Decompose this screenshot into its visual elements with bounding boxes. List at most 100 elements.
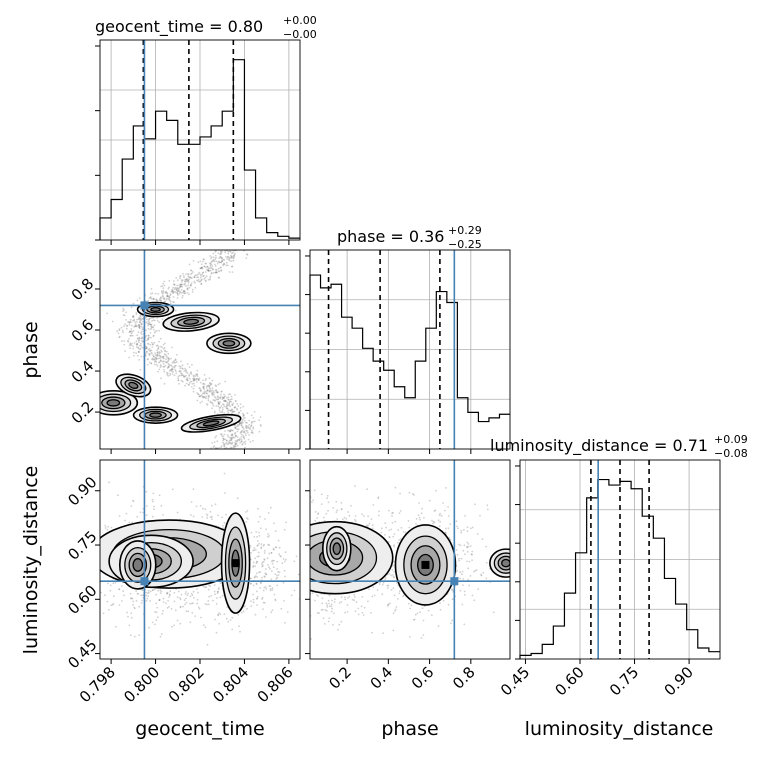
x-tick-label: 0.90	[661, 663, 697, 699]
scatter-point	[147, 320, 150, 323]
scatter-point	[292, 610, 294, 612]
scatter-point	[220, 251, 222, 254]
scatter-point	[392, 544, 395, 546]
scatter-point	[190, 386, 193, 388]
scatter-point	[152, 335, 155, 337]
scatter-point	[268, 552, 271, 555]
scatter-point	[290, 594, 293, 597]
scatter-point	[106, 312, 108, 315]
scatter-point	[217, 398, 219, 401]
scatter-point	[216, 590, 219, 593]
scatter-point	[227, 396, 230, 398]
scatter-point	[165, 350, 168, 353]
scatter-point	[288, 566, 290, 568]
scatter-point	[442, 502, 444, 504]
scatter-point	[234, 440, 237, 442]
scatter-point	[292, 627, 294, 629]
scatter-point	[175, 287, 178, 290]
scatter-point	[138, 339, 141, 341]
scatter-point	[253, 576, 256, 578]
scatter-point	[265, 568, 267, 570]
scatter-point	[272, 539, 274, 541]
scatter-point	[156, 317, 159, 319]
scatter-point	[449, 523, 452, 525]
scatter-point	[216, 395, 219, 398]
scatter-point	[202, 624, 205, 626]
scatter-point	[261, 598, 263, 600]
scatter-point	[219, 582, 222, 584]
scatter-point	[159, 589, 162, 591]
scatter-point	[353, 593, 355, 596]
scatter-point	[222, 264, 225, 267]
scatter-point	[215, 398, 218, 401]
scatter-point	[287, 554, 289, 556]
scatter-point	[193, 276, 196, 279]
scatter-point	[198, 608, 201, 610]
scatter-point	[208, 390, 211, 393]
scatter-point	[377, 514, 380, 517]
scatter-point	[176, 596, 179, 599]
scatter-point	[293, 485, 295, 487]
scatter-point	[191, 363, 193, 366]
scatter-point	[314, 511, 317, 513]
scatter-point	[175, 289, 178, 292]
scatter-point	[238, 424, 240, 426]
scatter-point	[122, 307, 124, 310]
scatter-point	[135, 599, 138, 602]
scatter-point	[252, 420, 255, 423]
scatter-point	[217, 270, 220, 272]
scatter-point	[380, 531, 383, 534]
scatter-point	[160, 300, 163, 303]
scatter-point	[250, 600, 252, 602]
scatter-point	[173, 366, 176, 369]
scatter-point	[170, 290, 173, 293]
scatter-point	[234, 426, 236, 429]
scatter-point	[326, 494, 329, 497]
scatter-point	[302, 568, 304, 570]
scatter-point	[187, 280, 190, 283]
scatter-point	[192, 387, 195, 390]
scatter-point	[229, 260, 231, 262]
scatter-point	[249, 428, 252, 430]
scatter-point	[258, 419, 260, 422]
scatter-point	[231, 265, 233, 268]
scatter-point	[250, 422, 253, 424]
scatter-point	[391, 515, 393, 517]
scatter-point	[138, 359, 141, 361]
xlabel-phase: phase	[381, 718, 438, 740]
scatter-point	[367, 515, 369, 518]
scatter-point	[201, 273, 204, 275]
scatter-point	[242, 434, 244, 437]
scatter-point	[153, 505, 155, 508]
scatter-point	[165, 602, 167, 605]
scatter-point	[196, 602, 199, 605]
scatter-point	[217, 260, 220, 263]
scatter-point	[166, 297, 168, 300]
scatter-point	[151, 352, 154, 355]
scatter-point	[393, 594, 396, 597]
scatter-point	[160, 296, 163, 299]
x-tick-label: 0.798	[76, 663, 119, 706]
scatter-point	[139, 315, 142, 318]
scatter-point	[216, 391, 219, 393]
scatter-point	[209, 388, 212, 390]
scatter-point	[244, 605, 246, 608]
scatter-point	[237, 438, 239, 441]
scatter-point	[276, 584, 279, 587]
scatter-point	[284, 551, 287, 554]
scatter-point	[231, 271, 234, 273]
scatter-point	[148, 323, 151, 326]
scatter-point	[234, 427, 237, 429]
scatter-point	[150, 352, 153, 354]
scatter-point	[307, 612, 309, 614]
scatter-point	[181, 380, 184, 383]
scatter-point	[183, 292, 186, 295]
scatter-point	[140, 326, 143, 328]
scatter-point	[474, 569, 477, 572]
scatter-point	[137, 346, 140, 349]
scatter-point	[204, 626, 207, 629]
scatter-point	[160, 299, 162, 302]
scatter-point	[168, 358, 171, 361]
scatter-point	[235, 400, 237, 402]
scatter-point	[459, 589, 462, 592]
